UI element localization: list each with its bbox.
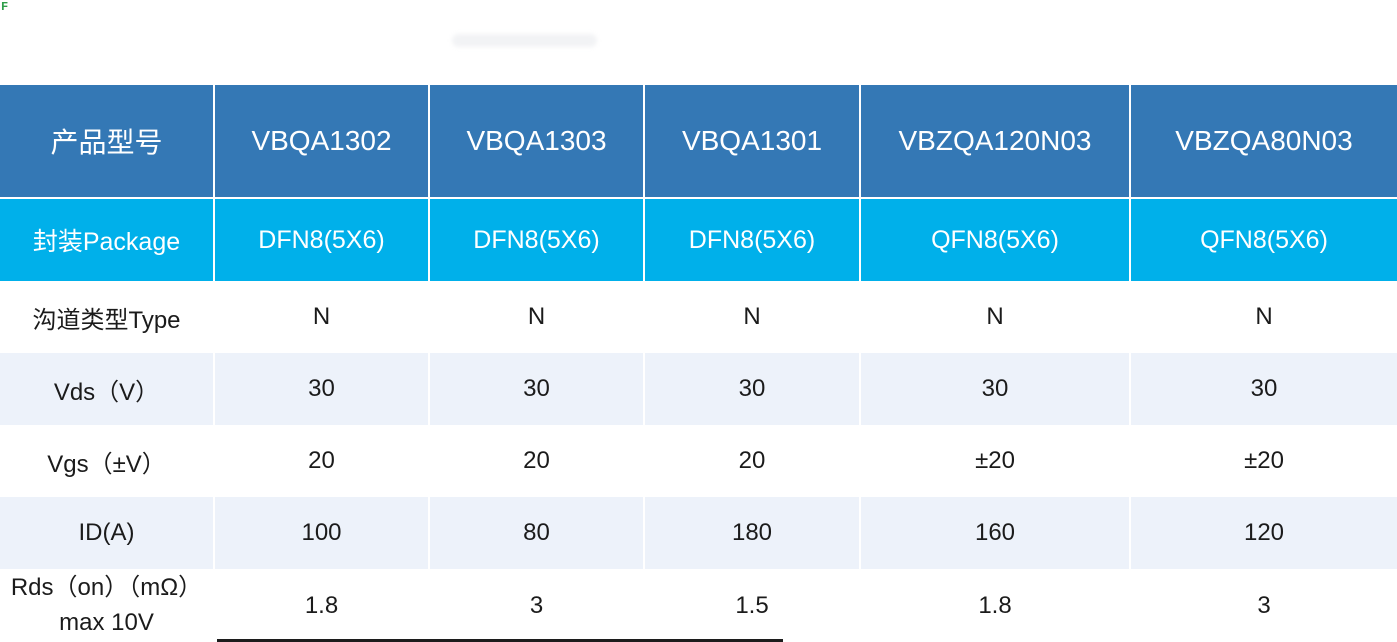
channel-type-value: N: [215, 281, 430, 353]
channel-type-value: N: [1255, 303, 1273, 330]
vds-value: 30: [861, 353, 1131, 425]
header-model-vbqa1303: VBQA1303: [430, 85, 645, 199]
package-value: DFN8(5X6): [645, 199, 861, 281]
id-value: 120: [1243, 519, 1285, 546]
faint-watermark: [452, 34, 597, 47]
package-value: DFN8(5X6): [430, 199, 645, 281]
table-row-vgs: Vgs（±V） 20 20 20 ±20 ±20: [0, 425, 1397, 497]
row-label-rds-on: Rds（on）（mΩ）max 10V: [0, 569, 215, 642]
vgs-value: 20: [645, 425, 861, 497]
table-row-id: ID(A) 100 80 180 160 120: [0, 497, 1397, 569]
rds-on-value: 3: [1257, 591, 1271, 619]
package-value: QFN8(5X6): [861, 199, 1131, 281]
channel-type-value: N: [645, 281, 861, 353]
product-spec-table: 产品型号 VBQA1302 VBQA1303 VBQA1301 VBZQA120…: [0, 85, 1397, 642]
rds-on-value: 1.5: [645, 569, 861, 642]
row-label-id: ID(A): [0, 497, 215, 569]
rds-on-value: 3: [430, 569, 645, 642]
row-label-package: 封装Package: [0, 199, 215, 281]
table-row-channel-type: 沟道类型Type N N N N N: [0, 281, 1397, 353]
row-label-channel-type: 沟道类型Type: [0, 281, 215, 353]
id-value: 80: [430, 497, 645, 569]
header-model-vbqa1301: VBQA1301: [645, 85, 861, 199]
cursor-artifact-icon: F: [1, 0, 9, 14]
id-value: 100: [215, 497, 430, 569]
vgs-value: 20: [430, 425, 645, 497]
vds-value: 30: [430, 353, 645, 425]
header-row-label: 产品型号: [0, 85, 215, 199]
rds-on-value: 1.8: [861, 569, 1131, 642]
header-model-vbzqa120n03: VBZQA120N03: [861, 85, 1131, 199]
id-value: 180: [645, 497, 861, 569]
vgs-value: ±20: [1244, 447, 1284, 474]
header-model-vbqa1302: VBQA1302: [215, 85, 430, 199]
table-row-rds-on: Rds（on）（mΩ）max 10V 1.8 3 1.5 1.8 3: [0, 569, 1397, 642]
vds-value: 30: [215, 353, 430, 425]
header-model-vbzqa80n03: VBZQA80N03: [1131, 85, 1397, 199]
channel-type-value: N: [430, 281, 645, 353]
cropped-bottom-rule: [217, 639, 783, 642]
channel-type-value: N: [861, 281, 1131, 353]
package-value: QFN8(5X6): [1200, 225, 1328, 254]
vds-value: 30: [645, 353, 861, 425]
vgs-value: 20: [215, 425, 430, 497]
rds-on-value: 1.8: [215, 569, 430, 642]
table-header-row: 产品型号 VBQA1302 VBQA1303 VBQA1301 VBZQA120…: [0, 85, 1397, 199]
vds-value: 30: [1250, 375, 1278, 402]
row-label-vgs: Vgs（±V）: [0, 425, 215, 497]
table-row-package: 封装Package DFN8(5X6) DFN8(5X6) DFN8(5X6) …: [0, 199, 1397, 281]
row-label-vds: Vds（V）: [0, 353, 215, 425]
id-value: 160: [861, 497, 1131, 569]
vgs-value: ±20: [861, 425, 1131, 497]
table-row-vds: Vds（V） 30 30 30 30 30: [0, 353, 1397, 425]
package-value: DFN8(5X6): [215, 199, 430, 281]
